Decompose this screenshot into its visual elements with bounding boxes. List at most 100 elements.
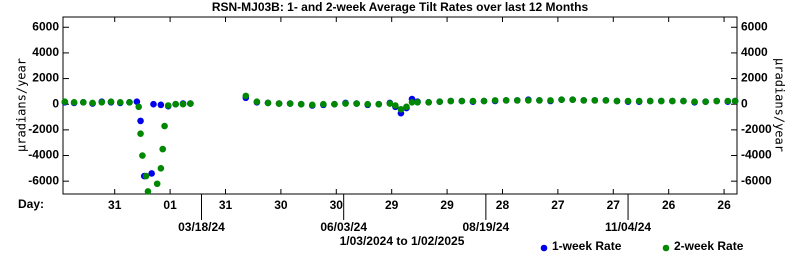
point	[680, 97, 687, 105]
point	[480, 97, 488, 105]
point	[297, 100, 305, 108]
point	[713, 97, 720, 105]
point	[159, 145, 167, 153]
point	[135, 103, 143, 111]
point	[569, 96, 576, 104]
range-label: 1/03/2024 to 1/02/2025	[340, 234, 465, 248]
point	[139, 152, 146, 159]
x-major-label: 11/04/24	[605, 220, 651, 234]
point	[375, 100, 383, 108]
y-tick-label: -4000	[28, 148, 59, 162]
point	[61, 98, 69, 105]
point	[148, 170, 155, 177]
point	[150, 100, 157, 108]
point	[89, 99, 96, 107]
point	[536, 97, 543, 104]
point	[116, 98, 124, 106]
point	[144, 188, 152, 195]
point	[179, 100, 187, 108]
legend-marker	[662, 244, 670, 252]
point	[161, 122, 168, 130]
point	[397, 106, 405, 113]
point	[142, 172, 150, 180]
point	[547, 97, 554, 104]
point	[126, 98, 133, 106]
point	[320, 100, 327, 108]
point	[408, 98, 416, 106]
y2-tick-label: -6000	[741, 173, 772, 187]
x-tick-label: 30	[330, 198, 344, 212]
point	[513, 97, 521, 104]
point	[624, 97, 632, 105]
y2-tick-label: 4000	[741, 45, 768, 59]
point	[469, 97, 477, 105]
y2-tick-label: -2000	[741, 122, 772, 136]
point	[657, 97, 665, 105]
point	[153, 180, 161, 188]
legend-marker	[540, 244, 548, 252]
y-tick-label: 4000	[32, 45, 59, 59]
y-tick-label: 6000	[32, 19, 59, 33]
point	[187, 100, 194, 107]
y2-tick-label: 6000	[741, 19, 768, 33]
point	[80, 98, 87, 106]
point	[702, 98, 709, 105]
x-tick-label: 27	[551, 198, 565, 212]
x-major-label: 06/03/24	[320, 220, 367, 234]
point	[436, 98, 444, 105]
x-tick-label: 30	[274, 198, 288, 212]
point	[502, 97, 510, 104]
x-tick-label: 28	[496, 198, 510, 212]
point	[157, 101, 165, 109]
point	[602, 97, 610, 104]
point	[591, 97, 599, 104]
y-tick-label: -6000	[28, 173, 59, 187]
point	[491, 97, 499, 104]
y2-tick-label: 0	[741, 96, 748, 110]
y-tick-label: 2000	[32, 71, 59, 85]
y2-axis-label: µradians/year	[773, 58, 787, 152]
point	[447, 97, 455, 105]
legend-label: 2-week Rate	[674, 239, 744, 253]
point	[646, 97, 654, 105]
point	[558, 96, 565, 104]
point	[691, 98, 698, 105]
x-tick-label: 01	[163, 198, 177, 212]
point	[342, 100, 349, 107]
point	[425, 98, 432, 106]
point	[458, 97, 466, 105]
point	[70, 98, 78, 106]
x-tick-label: 27	[607, 198, 621, 212]
point	[669, 97, 676, 105]
point	[403, 103, 410, 111]
point	[275, 100, 283, 107]
point	[264, 99, 272, 107]
point	[331, 100, 338, 108]
point	[98, 98, 106, 106]
plot-frame	[62, 16, 738, 195]
y2-tick-label: 2000	[741, 71, 768, 85]
y-axis-label: µradians/year	[15, 58, 29, 152]
point	[724, 97, 732, 105]
y2-tick-label: -4000	[741, 148, 772, 162]
point	[137, 130, 144, 138]
point	[525, 97, 532, 104]
x-tick-label: 26	[662, 198, 676, 212]
point	[308, 101, 316, 109]
point	[386, 100, 394, 107]
y-tick-label: 0	[52, 96, 59, 110]
point	[133, 98, 141, 105]
x-tick-label: 29	[385, 198, 399, 212]
point	[414, 98, 421, 106]
point	[353, 100, 360, 107]
point	[364, 100, 371, 108]
x-tick-label: 31	[219, 198, 233, 212]
point	[164, 102, 172, 109]
x-tick-label: 26	[717, 198, 731, 212]
point	[107, 98, 115, 105]
x-tick-label: 29	[440, 198, 454, 212]
point	[137, 117, 144, 125]
x-tick-label: 31	[108, 198, 122, 212]
point	[613, 97, 621, 105]
